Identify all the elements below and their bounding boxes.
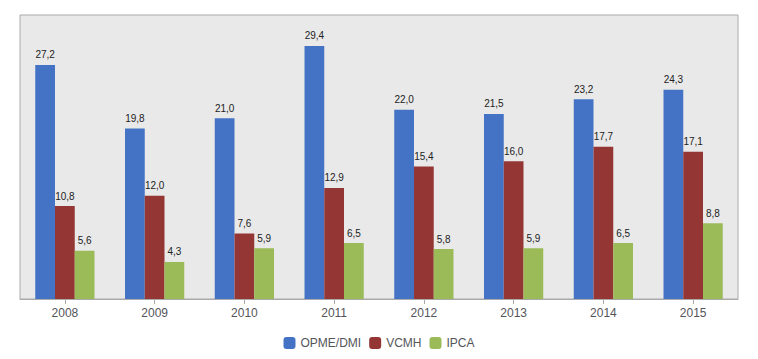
svg-text:10,8: 10,8 [55, 191, 75, 202]
svg-text:29,4: 29,4 [305, 30, 325, 41]
svg-text:7,6: 7,6 [237, 218, 251, 229]
svg-text:5,6: 5,6 [78, 235, 92, 246]
svg-text:2010: 2010 [231, 306, 258, 320]
svg-text:2012: 2012 [411, 306, 438, 320]
svg-text:2015: 2015 [680, 306, 707, 320]
svg-text:17,7: 17,7 [594, 131, 614, 142]
svg-text:IPCA: IPCA [446, 336, 474, 350]
svg-text:23,2: 23,2 [574, 84, 594, 95]
svg-text:22,0: 22,0 [394, 94, 414, 105]
svg-text:2009: 2009 [141, 306, 168, 320]
svg-text:24,3: 24,3 [664, 74, 684, 85]
svg-text:6,5: 6,5 [347, 228, 361, 239]
svg-text:2011: 2011 [321, 306, 347, 320]
svg-text:2013: 2013 [500, 306, 527, 320]
svg-text:17,1: 17,1 [683, 136, 703, 147]
svg-text:16,0: 16,0 [504, 146, 524, 157]
svg-text:12,9: 12,9 [324, 172, 344, 183]
svg-text:27,2: 27,2 [35, 49, 55, 60]
svg-text:OPME/DMI: OPME/DMI [300, 336, 361, 350]
svg-text:VCMH: VCMH [386, 336, 421, 350]
svg-text:2008: 2008 [52, 306, 79, 320]
svg-text:21,5: 21,5 [484, 98, 504, 109]
svg-text:19,8: 19,8 [125, 113, 145, 124]
svg-text:6,5: 6,5 [616, 228, 630, 239]
svg-text:12,0: 12,0 [145, 180, 165, 191]
svg-text:2014: 2014 [590, 306, 617, 320]
svg-text:5,9: 5,9 [257, 233, 271, 244]
svg-text:8,8: 8,8 [706, 208, 720, 219]
svg-text:5,9: 5,9 [526, 233, 540, 244]
svg-text:21,0: 21,0 [215, 103, 235, 114]
svg-text:5,8: 5,8 [437, 234, 451, 245]
svg-text:15,4: 15,4 [414, 151, 434, 162]
svg-text:4,3: 4,3 [167, 246, 181, 257]
